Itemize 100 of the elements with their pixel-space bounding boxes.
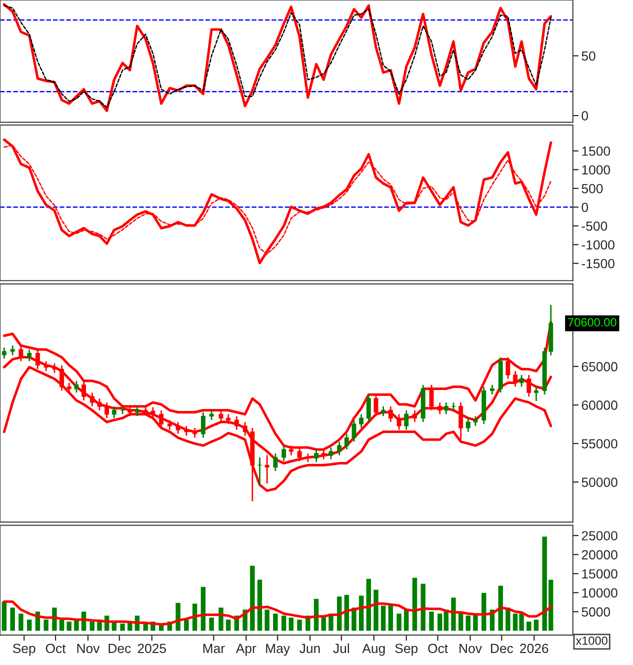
candlestick xyxy=(534,386,538,402)
bar xyxy=(429,612,434,631)
y-tick-label: 10000 xyxy=(582,588,618,598)
bar xyxy=(412,578,418,631)
bar xyxy=(380,606,386,631)
bar xyxy=(44,620,48,631)
bar xyxy=(273,614,278,631)
candlestick xyxy=(444,402,448,415)
y-tick-label: 1000 xyxy=(582,165,610,175)
bar xyxy=(420,584,426,631)
x-tick-label: Oct xyxy=(428,644,448,654)
candlestick xyxy=(374,394,378,417)
candlestick xyxy=(104,402,110,419)
y-tick-label: 0 xyxy=(582,202,588,212)
bar xyxy=(374,590,378,631)
bar xyxy=(120,624,125,631)
candlestick xyxy=(10,344,15,356)
x-tick-label: Jul xyxy=(333,643,349,654)
candlestick xyxy=(128,406,132,417)
candlestick xyxy=(66,382,72,394)
y-tick-label: -500 xyxy=(582,221,608,231)
candlestick xyxy=(176,421,180,434)
bar xyxy=(209,618,214,631)
x-tick-label: Oct xyxy=(46,644,66,654)
candlestick xyxy=(412,410,417,423)
y-tick-label: 1500 xyxy=(582,146,610,156)
bar xyxy=(297,620,302,631)
candlestick xyxy=(359,414,364,429)
candlestick xyxy=(404,410,409,430)
x-tick-label: May xyxy=(266,644,290,656)
candlestick xyxy=(27,348,32,362)
bar xyxy=(498,586,503,631)
candlestick xyxy=(74,380,79,394)
x-tick-label: Sep xyxy=(12,644,36,656)
candlestick xyxy=(82,380,86,402)
candlestick xyxy=(366,394,371,423)
x-tick-label: Dec xyxy=(491,644,514,654)
bar xyxy=(438,614,442,631)
candlestick xyxy=(473,416,478,427)
bar xyxy=(184,620,189,631)
bar xyxy=(90,622,95,631)
candlestick xyxy=(150,406,156,419)
x-tick-label: 2026 xyxy=(520,644,548,654)
x-tick-label: Mar xyxy=(203,644,225,654)
y-tick-label: -1500 xyxy=(582,258,614,268)
y-tick-label: -1000 xyxy=(582,240,614,250)
bar xyxy=(26,620,32,631)
x-tick-label: Dec xyxy=(108,644,131,654)
y-tick-label: 55000 xyxy=(582,439,618,448)
candlestick xyxy=(466,417,470,432)
candlestick xyxy=(218,410,224,423)
candlestick xyxy=(44,360,48,372)
candlestick xyxy=(112,406,116,419)
candlestick xyxy=(490,384,494,396)
bar xyxy=(451,598,456,631)
x-tick-label: Jun xyxy=(300,644,320,654)
candlestick xyxy=(344,433,349,450)
bar xyxy=(200,586,206,631)
bar xyxy=(396,614,402,631)
y-tick-label: 20000 xyxy=(582,550,618,560)
bar xyxy=(226,620,231,631)
bar xyxy=(257,580,262,631)
bar xyxy=(404,610,409,631)
bar xyxy=(10,608,15,631)
bar xyxy=(534,620,539,631)
candlestick xyxy=(209,410,214,421)
candlestick xyxy=(314,448,319,463)
candlestick xyxy=(52,362,57,374)
bar xyxy=(288,618,294,631)
candlestick xyxy=(526,374,532,398)
candlestick xyxy=(273,452,278,472)
bar xyxy=(281,616,286,631)
bar xyxy=(250,566,255,631)
candlestick xyxy=(519,374,524,388)
y-tick-label: 15000 xyxy=(582,569,618,579)
x-tick-label: Apr xyxy=(236,644,256,656)
bar xyxy=(59,620,64,631)
x-tick-label: Nov xyxy=(77,644,100,654)
candlestick xyxy=(337,441,342,456)
bar xyxy=(2,602,7,631)
candlestick xyxy=(242,421,248,436)
candlestick xyxy=(192,427,198,438)
candlestick xyxy=(458,402,464,440)
candlestick xyxy=(506,356,510,380)
x-tick-label: 2025 xyxy=(138,644,166,654)
y-tick-label: 25000 xyxy=(582,531,618,540)
y-tick-label: 65000 xyxy=(582,362,618,372)
candlestick xyxy=(167,419,172,430)
bar xyxy=(176,602,180,631)
bar xyxy=(66,622,72,631)
bar xyxy=(264,610,270,631)
candlestick xyxy=(352,419,356,442)
bar xyxy=(358,596,364,631)
x-tick-label: Sep xyxy=(395,644,418,656)
text: x1000 xyxy=(576,636,608,645)
x-tick-label: Nov xyxy=(460,644,482,654)
y-tick-label: 500 xyxy=(582,184,603,194)
candlestick xyxy=(282,444,286,462)
candlestick xyxy=(328,446,334,460)
y-tick-label: 60000 xyxy=(582,400,618,410)
